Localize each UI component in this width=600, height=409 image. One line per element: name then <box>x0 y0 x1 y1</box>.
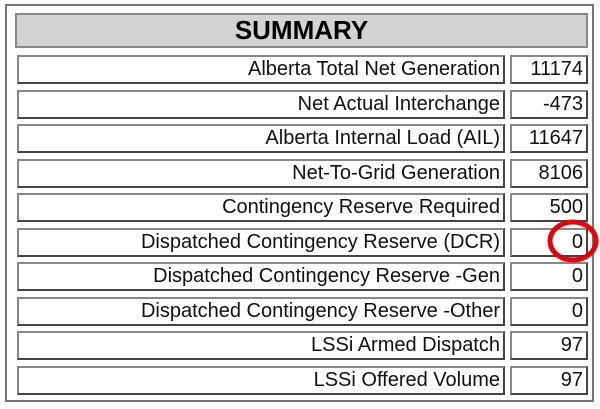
row-value: 97 <box>510 365 588 395</box>
row-label: LSSi Armed Dispatch <box>17 331 505 360</box>
row-value: 0 <box>510 227 588 257</box>
row-label: Dispatched Contingency Reserve (DCR) <box>17 227 505 257</box>
row-value: 11174 <box>510 55 588 84</box>
row-value: 11647 <box>510 124 588 153</box>
summary-frame <box>5 4 594 402</box>
row-label: Net-To-Grid Generation <box>17 158 505 188</box>
highlight-circle <box>547 219 599 263</box>
row-label: Dispatched Contingency Reserve -Other <box>17 296 505 326</box>
row-value: 500 <box>510 193 588 222</box>
row-label: Contingency Reserve Required <box>17 193 505 222</box>
row-value: 0 <box>510 296 588 326</box>
row-value: 8106 <box>510 158 588 188</box>
row-value: -473 <box>510 89 588 119</box>
row-label: LSSi Offered Volume <box>17 365 505 395</box>
row-value: 97 <box>510 331 588 360</box>
row-label: Dispatched Contingency Reserve -Gen <box>17 262 505 291</box>
row-label: Alberta Total Net Generation <box>17 55 505 84</box>
row-label: Net Actual Interchange <box>17 89 505 119</box>
summary-title: SUMMARY <box>15 13 588 48</box>
row-value: 0 <box>510 262 588 291</box>
row-label: Alberta Internal Load (AIL) <box>17 124 505 153</box>
